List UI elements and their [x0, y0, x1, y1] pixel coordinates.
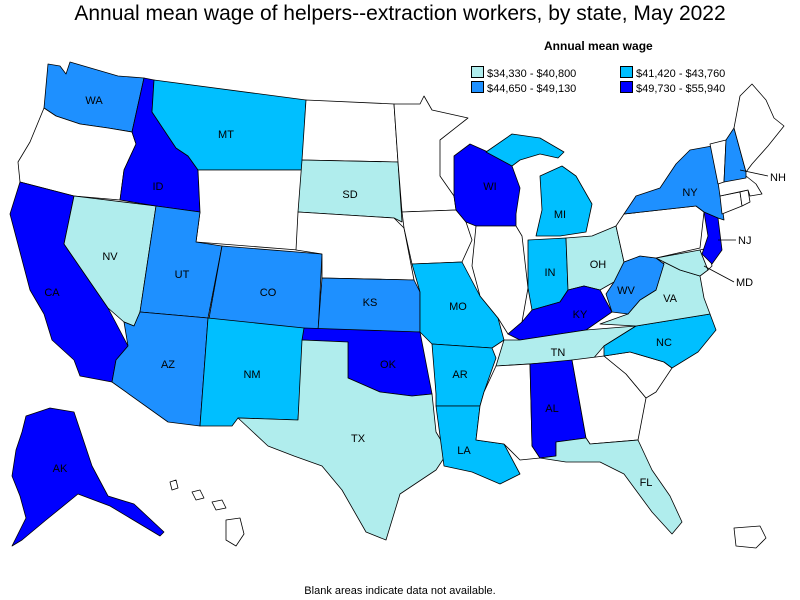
- state-label-tn: TN: [551, 347, 566, 359]
- state-label-nm: NM: [243, 369, 260, 381]
- state-ak[interactable]: [11, 407, 165, 547]
- state-label-fl: FL: [640, 477, 653, 489]
- state-label-wi: WI: [483, 181, 496, 193]
- legend-swatch: [620, 66, 633, 78]
- state-nd[interactable]: [301, 99, 399, 163]
- state-label-ky: KY: [573, 309, 588, 321]
- leader-line-nh: [739, 169, 769, 177]
- legend-swatch: [620, 81, 633, 93]
- footnote: Blank areas indicate data not available.: [304, 585, 496, 597]
- state-me[interactable]: [733, 83, 785, 173]
- state-label-ks: KS: [363, 297, 378, 309]
- state-label-al: AL: [545, 403, 558, 415]
- state-label-ar: AR: [452, 369, 467, 381]
- state-label-sd: SD: [342, 189, 357, 201]
- state-mi[interactable]: [485, 133, 593, 237]
- state-hi[interactable]: [169, 479, 245, 547]
- state-label-tx: TX: [351, 433, 366, 445]
- state-wy[interactable]: [195, 169, 303, 251]
- state-label-ca: CA: [44, 287, 60, 299]
- state-label-nv: NV: [102, 251, 118, 263]
- legend-title: Annual mean wage: [544, 39, 653, 53]
- state-pr[interactable]: [733, 525, 767, 549]
- state-label-wv: WV: [617, 285, 635, 297]
- legend-item: $49,730 - $55,940: [620, 81, 725, 95]
- state-label-nh: NH: [770, 172, 786, 184]
- legend-swatch: [471, 66, 484, 78]
- state-label-nc: NC: [656, 337, 672, 349]
- state-ia[interactable]: [401, 209, 473, 265]
- state-label-oh: OH: [590, 259, 607, 271]
- state-label-mo: MO: [449, 301, 467, 313]
- legend-item: $44,650 - $49,130: [471, 81, 576, 95]
- legend-item: $41,420 - $43,760: [620, 66, 725, 80]
- state-mo[interactable]: [411, 261, 505, 349]
- state-nc[interactable]: [603, 313, 717, 369]
- state-label-la: LA: [457, 445, 471, 457]
- state-label-in: IN: [545, 267, 556, 279]
- leader-line-md: [703, 265, 735, 283]
- state-sd[interactable]: [297, 159, 403, 223]
- state-label-ak: AK: [53, 463, 68, 475]
- legend-label: $41,420 - $43,760: [636, 68, 726, 80]
- state-fl[interactable]: [539, 437, 683, 535]
- state-label-nj: NJ: [738, 235, 751, 247]
- state-label-wa: WA: [85, 95, 103, 107]
- legend-item: $34,330 - $40,800: [471, 66, 576, 80]
- state-label-mt: MT: [218, 129, 234, 141]
- state-nj[interactable]: [701, 211, 723, 265]
- map-title: Annual mean wage of helpers--extraction …: [74, 2, 726, 25]
- legend-label: $34,330 - $40,800: [487, 68, 577, 80]
- legend-label: $44,650 - $49,130: [487, 83, 577, 95]
- state-wi[interactable]: [453, 143, 521, 227]
- state-label-va: VA: [663, 293, 678, 305]
- state-label-co: CO: [260, 287, 277, 299]
- state-mn[interactable]: [393, 95, 469, 213]
- state-label-ny: NY: [682, 187, 698, 199]
- legend-swatch: [471, 81, 484, 93]
- state-nh[interactable]: [723, 127, 747, 183]
- legend-label: $49,730 - $55,940: [636, 83, 726, 95]
- state-label-mi: MI: [554, 209, 566, 221]
- state-label-ok: OK: [380, 359, 397, 371]
- state-label-id: ID: [153, 181, 164, 193]
- state-tx[interactable]: [237, 339, 449, 541]
- state-label-ut: UT: [175, 269, 190, 281]
- state-label-az: AZ: [161, 359, 175, 371]
- state-label-md: MD: [736, 277, 753, 289]
